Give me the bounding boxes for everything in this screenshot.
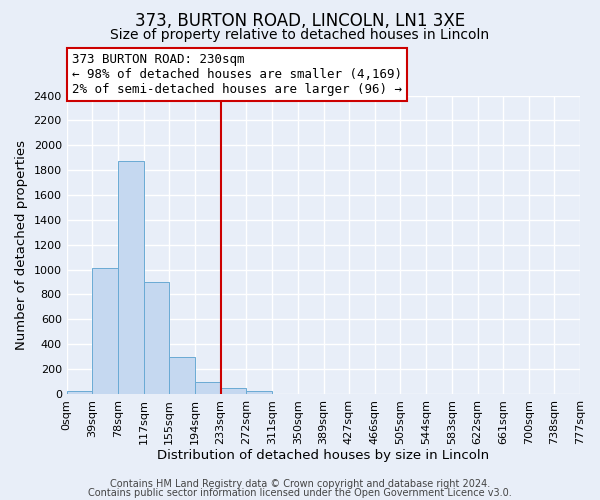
Bar — [118, 162, 144, 394]
Text: Size of property relative to detached houses in Lincoln: Size of property relative to detached ho… — [110, 28, 490, 42]
X-axis label: Distribution of detached houses by size in Lincoln: Distribution of detached houses by size … — [157, 450, 490, 462]
Text: Contains HM Land Registry data © Crown copyright and database right 2024.: Contains HM Land Registry data © Crown c… — [110, 479, 490, 489]
Bar — [195, 382, 221, 394]
Bar — [92, 268, 118, 394]
Text: Contains public sector information licensed under the Open Government Licence v3: Contains public sector information licen… — [88, 488, 512, 498]
Bar — [144, 282, 169, 394]
Bar — [247, 391, 272, 394]
Text: 373, BURTON ROAD, LINCOLN, LN1 3XE: 373, BURTON ROAD, LINCOLN, LN1 3XE — [135, 12, 465, 30]
Bar — [221, 388, 247, 394]
Text: 373 BURTON ROAD: 230sqm
← 98% of detached houses are smaller (4,169)
2% of semi-: 373 BURTON ROAD: 230sqm ← 98% of detache… — [72, 52, 402, 96]
Y-axis label: Number of detached properties: Number of detached properties — [15, 140, 28, 350]
Bar — [67, 392, 92, 394]
Bar — [169, 356, 195, 394]
